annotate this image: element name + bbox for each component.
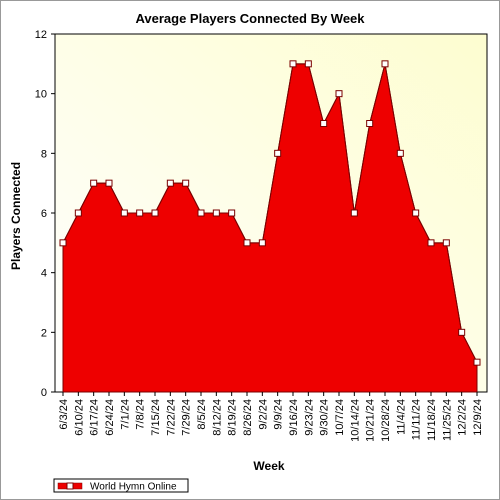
data-point-marker[interactable] xyxy=(151,209,159,217)
data-point-marker[interactable] xyxy=(182,179,190,187)
y-axis-label: Players Connected xyxy=(9,162,23,270)
y-tick-label: 2 xyxy=(41,327,47,339)
x-tick-label: 8/5/24 xyxy=(196,399,208,430)
x-tick-label: 11/11/24 xyxy=(411,399,423,440)
data-point-marker[interactable] xyxy=(136,209,144,217)
data-point-marker[interactable] xyxy=(366,120,374,127)
x-tick-label: 6/24/24 xyxy=(104,399,116,436)
data-point-marker[interactable] xyxy=(427,239,435,247)
x-tick-label: 7/1/24 xyxy=(119,399,131,430)
data-point-marker[interactable] xyxy=(258,239,266,247)
data-point-marker[interactable] xyxy=(212,209,220,217)
series-line-world-hymn-online xyxy=(62,63,478,363)
legend-label: World Hymn Online xyxy=(90,482,177,493)
data-point-marker[interactable] xyxy=(274,149,282,157)
x-tick-label: 8/19/24 xyxy=(227,399,239,436)
data-point-marker[interactable] xyxy=(289,60,297,68)
x-axis: 6/3/24 6/10/24 6/17/24 6/24/24 7/1/24 7/8/24 7… xyxy=(58,392,484,442)
y-tick-label: 12 xyxy=(35,29,47,41)
x-tick-label: 6/17/24 xyxy=(89,399,101,436)
x-tick-label: 11/25/24 xyxy=(441,399,453,441)
data-point-marker[interactable] xyxy=(74,209,82,217)
legend-marker-icon xyxy=(66,482,74,490)
data-point-marker[interactable] xyxy=(105,179,113,187)
data-point-marker[interactable] xyxy=(381,60,389,68)
x-tick-label: 8/12/24 xyxy=(211,399,223,436)
x-tick-label: 9/9/24 xyxy=(273,399,285,430)
data-point-marker[interactable] xyxy=(473,358,481,366)
x-tick-label: 7/22/24 xyxy=(165,399,177,436)
data-point-marker[interactable] xyxy=(335,90,343,98)
x-tick-label: 12/9/24 xyxy=(472,399,484,436)
data-point-marker[interactable] xyxy=(350,209,358,217)
data-point-marker[interactable] xyxy=(120,209,128,217)
x-tick-label: 7/15/24 xyxy=(150,399,162,436)
y-tick-label: 4 xyxy=(41,268,47,280)
x-tick-label: 11/18/24 xyxy=(426,399,438,441)
y-axis: 0 2 4 6 8 10 12 xyxy=(35,29,55,399)
x-tick-label: 12/2/24 xyxy=(457,399,469,436)
legend-box xyxy=(53,478,189,493)
data-point-marker[interactable] xyxy=(442,239,450,247)
chart-title: Average Players Connected By Week xyxy=(135,11,365,26)
data-point-marker[interactable] xyxy=(59,239,67,247)
x-tick-label: 9/2/24 xyxy=(257,399,269,430)
data-point-marker[interactable] xyxy=(197,209,205,217)
data-point-marker[interactable] xyxy=(320,120,328,127)
x-tick-label: 8/26/24 xyxy=(242,399,254,436)
x-axis-label: Week xyxy=(253,459,284,473)
marker-layer xyxy=(59,60,481,366)
y-tick-label: 6 xyxy=(41,208,47,220)
x-tick-label: 9/30/24 xyxy=(319,399,331,436)
x-tick-label: 10/7/24 xyxy=(334,399,346,436)
x-tick-label: 7/29/24 xyxy=(181,399,193,436)
legend: World Hymn Online xyxy=(53,478,189,493)
data-point-marker[interactable] xyxy=(90,179,98,187)
x-tick-label: 9/23/24 xyxy=(303,399,315,436)
x-tick-label: 11/4/24 xyxy=(395,399,407,435)
x-tick-label: 7/8/24 xyxy=(135,399,147,430)
y-tick-label: 0 xyxy=(41,387,47,399)
y-tick-label: 10 xyxy=(35,89,47,101)
data-point-marker[interactable] xyxy=(243,239,251,247)
x-tick-label: 9/16/24 xyxy=(288,399,300,436)
x-tick-label: 6/3/24 xyxy=(58,399,70,430)
data-point-marker[interactable] xyxy=(228,209,236,217)
x-tick-label: 6/10/24 xyxy=(73,399,85,436)
data-point-marker[interactable] xyxy=(396,149,404,157)
x-tick-label: 10/14/24 xyxy=(349,399,361,442)
y-tick-label: 8 xyxy=(41,148,47,160)
data-point-marker[interactable] xyxy=(412,209,420,217)
data-point-marker[interactable] xyxy=(304,60,312,68)
data-point-marker[interactable] xyxy=(458,328,466,336)
x-tick-label: 10/28/24 xyxy=(380,399,392,442)
x-tick-label: 10/21/24 xyxy=(365,399,377,442)
data-point-marker[interactable] xyxy=(166,179,174,187)
